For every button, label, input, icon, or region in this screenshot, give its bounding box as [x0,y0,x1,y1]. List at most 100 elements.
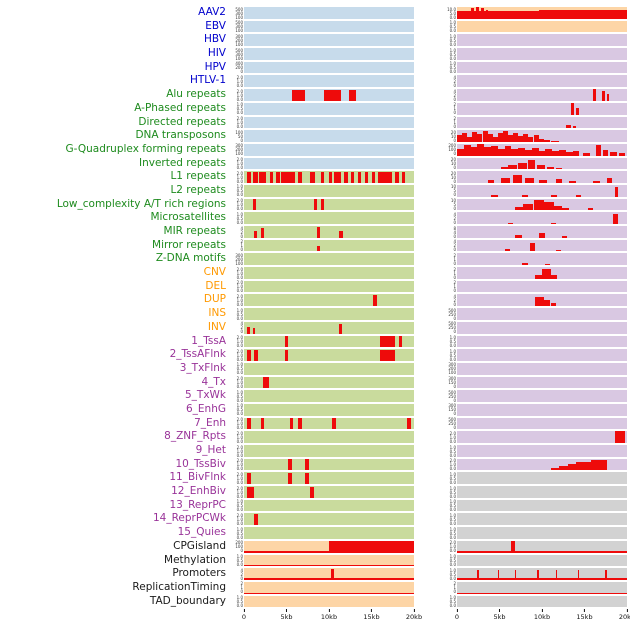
column-spacer [414,595,443,609]
signal-bar [247,349,251,361]
track-row: CPGisland 200 100 0 2.0 1.0 0.0 [0,540,630,554]
y-axis-tick-labels: 2.0 1.0 0.0 [230,485,244,499]
signal-bar [538,180,548,183]
right-track-4_Tx [457,376,627,389]
signal-bar [502,130,508,142]
y-axis-tick-label: 0 [453,192,456,198]
column-spacer [414,458,443,472]
signal-bar [543,140,551,142]
y-axis-tick-label: 2.0 [236,430,243,436]
y-axis-tick-label: 1.0 [236,462,243,468]
y-axis-tick-label: 0.0 [236,534,243,540]
y-axis-tick-label: 2 [453,266,456,272]
right-track-3_TxFlnk [457,362,627,375]
y-axis-tick-label: 200 [235,540,243,546]
column-spacer [414,20,443,34]
signal-bar [538,138,544,142]
y-axis-tick-label: 400 [235,61,243,67]
y-axis-tick-label: 1.0 [236,270,243,276]
signal-bar [593,89,597,101]
row-label: Low_complexity A/T rich regions [56,197,226,210]
y-axis-tick-label: 0.5 [449,339,456,344]
left-track-10_TssBiv [244,458,414,471]
left-track-4_Tx [244,376,414,389]
y-axis-tick-label: 2 [240,581,243,587]
signal-bar [298,171,302,183]
signal-bar [525,178,534,183]
signal-bar [252,328,255,334]
y-axis-tick-label: 0.0 [449,28,456,34]
y-axis-tick-label: 4 [453,211,456,217]
y-axis-tick-label: 500 [235,20,243,26]
x-axis-row: 0 5kb 10kb 15kb 20kb 0 5kb 10kb 15kb 20kb [0,608,630,624]
signal-bar [553,205,563,211]
signal-bar [457,148,464,156]
y-axis-tick-label: 300 [235,51,243,57]
row-label: 1_TssA [191,334,226,347]
y-axis-tick-label: 0.0 [236,562,243,567]
y-axis-tick-label: 2 [453,581,456,587]
right-track-HTLV-1 [457,75,627,88]
y-axis-tick-label: 0.5 [236,188,243,194]
y-axis-tick-label: 150 [448,380,456,386]
signal-bar [339,231,343,238]
y-axis-tick-label: 100 [235,55,243,61]
y-axis-tick-label: 0.5 [236,106,243,112]
y-axis-tick-label: 2.0 [236,74,243,80]
left-track-11_BivFlnk [244,472,414,485]
signal-bar [351,171,355,183]
track-row: A-Phased repeats 1.0 0.5 0.0 2 1 0 [0,102,630,116]
row-label: Methylation [164,553,226,566]
signal-bar [538,9,627,19]
y-axis-tick-labels: 400 200 0 [230,61,244,75]
y-axis-tick-label: 1.0 [449,567,456,573]
y-axis-tick-label: 500 [448,307,456,313]
y-axis-tick-label: 1.0 [236,174,243,180]
signal-bar [305,473,309,485]
y-axis-tick-label: 500 [448,389,456,395]
signal-bar [344,171,348,183]
signal-bar [491,145,498,156]
y-axis-tick-labels: 1.0 0.5 0.0 [230,362,244,376]
y-axis-tick-label: 2 [453,280,456,286]
signal-bar [477,569,480,580]
signal-bar [329,541,414,553]
left-track-G-Quadruplex forming repeats [244,143,414,156]
row-label: Z-DNA motifs [155,252,226,265]
signal-bar [606,93,610,101]
signal-bar [487,179,495,183]
row-label: 9_Het [195,444,226,456]
track-row: ReplicationTiming 2 1 0 2 1 0 [0,581,630,595]
column-spacer [414,581,443,595]
left-track-2_TssAFlnk [244,349,414,361]
signal-bar [497,132,503,142]
y-axis-tick-label: 2 [240,229,243,235]
y-axis-tick-label: 0.0 [236,603,243,609]
y-axis-tick-label: 1 [240,585,243,591]
right-track-Z-DNA motifs [457,253,627,266]
y-axis-tick-label: 0.0 [236,507,243,513]
track-row: DEL 2.0 1.0 0.0 2 1 0 [0,280,630,294]
signal-bar [555,249,561,252]
signal-bar [508,134,514,142]
y-axis-tick-label: 0 [453,206,456,212]
y-axis-tick-label: 200 [448,366,456,372]
y-axis-tick-label: 0.0 [449,466,456,472]
y-axis-tick-label: 0.5 [449,475,456,481]
y-axis-tick-label: 0 [453,178,456,184]
signal-bar [610,152,617,156]
left-track-L2 repeats [244,184,414,197]
y-axis-tick-labels: 2.0 1.0 0.0 [230,157,244,171]
y-axis-tick-label: 2.0 [236,157,243,163]
row-label: CNV [203,266,226,279]
signal-bar [533,135,539,142]
y-axis-tick-labels: 2.0 1.0 0.0 [230,88,244,102]
y-axis-tick-labels: 2.0 1.0 0.0 [230,116,244,130]
row-label: 12_EnhBiv [171,485,226,498]
y-axis-tick-labels: 300 200 100 [230,33,244,47]
y-axis-tick-label: 1.0 [236,380,243,386]
y-axis-tick-label: 500 [448,321,456,327]
row-label: ReplicationTiming [132,580,226,593]
